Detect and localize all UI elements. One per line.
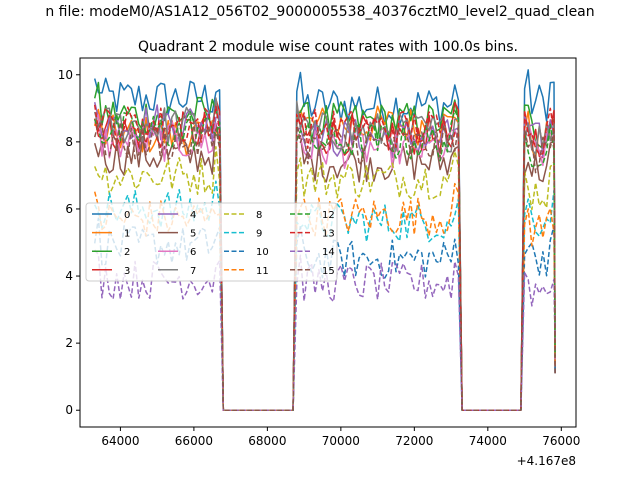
- figure-supertitle: n file: modeM0/AS1A12_056T02_9000005538_…: [45, 4, 594, 20]
- y-tick-label: 4: [65, 269, 73, 283]
- y-axis: 0 2 4 6 8 10: [58, 68, 80, 417]
- legend-label-15: 15: [322, 266, 335, 277]
- y-tick-label: 10: [58, 68, 73, 82]
- series-line-15: [93, 121, 556, 411]
- legend-label-0: 0: [124, 210, 130, 221]
- x-tick-label: 64000: [101, 434, 139, 448]
- legend-label-5: 5: [190, 229, 196, 240]
- x-tick-label: 76000: [542, 434, 580, 448]
- y-tick-label: 6: [65, 202, 73, 216]
- legend-label-12: 12: [322, 210, 335, 221]
- y-tick-label: 8: [65, 135, 73, 149]
- plot-title: Quadrant 2 module wise count rates with …: [138, 39, 518, 55]
- legend-label-3: 3: [124, 266, 130, 277]
- y-tick-label: 2: [65, 336, 73, 350]
- legend-label-13: 13: [322, 229, 335, 240]
- legend-label-10: 10: [256, 247, 269, 258]
- plot-frame: [79, 57, 577, 428]
- legend-label-9: 9: [256, 229, 262, 240]
- legend-label-11: 11: [256, 266, 269, 277]
- x-tick-label: 72000: [395, 434, 433, 448]
- legend-label-8: 8: [256, 210, 262, 221]
- legend-label-1: 1: [124, 229, 130, 240]
- legend-box: [85, 202, 338, 282]
- x-tick-label: 68000: [248, 434, 286, 448]
- x-axis: 64000 66000 68000 70000 72000 74000 76000: [101, 427, 580, 448]
- x-tick-label: 74000: [469, 434, 507, 448]
- legend-label-2: 2: [124, 247, 130, 258]
- x-tick-label: 70000: [322, 434, 360, 448]
- legend-label-6: 6: [190, 247, 196, 258]
- legend-label-14: 14: [322, 247, 335, 258]
- legend-label-4: 4: [190, 210, 196, 221]
- y-tick-label: 0: [65, 403, 73, 417]
- x-tick-label: 66000: [175, 434, 213, 448]
- x-offset-label: +4.167e8: [517, 454, 576, 468]
- legend-label-7: 7: [190, 266, 196, 277]
